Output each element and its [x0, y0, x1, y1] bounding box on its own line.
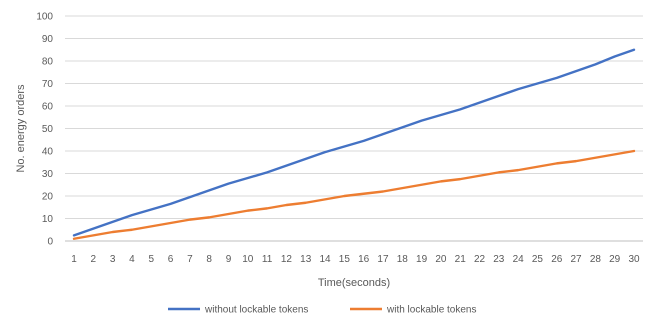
x-tick-label: 14: [319, 254, 331, 265]
x-tick-label: 15: [339, 254, 351, 265]
y-tick-label: 70: [42, 79, 54, 90]
x-tick-label: 29: [609, 254, 621, 265]
x-tick-label: 23: [493, 254, 505, 265]
x-tick-label: 18: [397, 254, 409, 265]
series-lines: [72, 48, 636, 240]
legend-label-2: with lockable tokens: [386, 305, 477, 316]
x-tick-label: 9: [226, 254, 232, 265]
y-tick-label: 0: [47, 237, 53, 248]
y-tick-label: 50: [42, 124, 54, 135]
y-tick-label: 60: [42, 102, 54, 113]
x-tick-label: 1: [71, 254, 77, 265]
x-tick-label: 8: [206, 254, 212, 265]
x-tick-label: 30: [628, 254, 640, 265]
y-axis-title: No. energy orders: [15, 84, 27, 173]
x-tick-label: 2: [91, 254, 97, 265]
y-tick-label: 90: [42, 34, 54, 45]
series-line-2: [72, 149, 636, 240]
x-tick-label: 10: [242, 254, 254, 265]
x-tick-label: 12: [281, 254, 293, 265]
y-tick-label: 40: [42, 147, 54, 158]
x-tick-label: 11: [262, 254, 273, 265]
x-tick-label: 19: [416, 254, 428, 265]
x-tick-label: 26: [551, 254, 563, 265]
y-tick-label: 80: [42, 57, 54, 68]
y-tick-label: 10: [42, 214, 54, 225]
x-tick-label: 17: [377, 254, 389, 265]
legend: without lockable tokens with lockable tok…: [168, 305, 477, 316]
y-tick-label: 20: [42, 192, 54, 203]
x-tick-label: 6: [168, 254, 174, 265]
y-tick-label: 100: [36, 12, 53, 23]
x-tick-label: 3: [110, 254, 116, 265]
x-tick-label: 27: [571, 254, 583, 265]
series-line-1: [72, 48, 636, 237]
x-tick-label: 24: [513, 254, 525, 265]
x-axis-title: Time(seconds): [318, 277, 390, 289]
legend-label-1: without lockable tokens: [204, 305, 308, 316]
x-axis-ticks: 1 2 3 4 5 6 7 8 9 10 11 12 13 14 15 16 17 18 19 20 21 22 23 24 2…: [71, 254, 640, 265]
x-tick-label: 20: [435, 254, 447, 265]
x-tick-label: 5: [148, 254, 154, 265]
y-axis-ticks: 0 10 20 30 40 50 60 70 80 90 100: [36, 12, 53, 248]
x-tick-label: 13: [300, 254, 312, 265]
x-tick-label: 25: [532, 254, 544, 265]
x-tick-label: 7: [187, 254, 193, 265]
x-tick-label: 4: [129, 254, 135, 265]
x-tick-label: 28: [590, 254, 602, 265]
x-tick-label: 16: [358, 254, 370, 265]
y-tick-label: 30: [42, 169, 54, 180]
gridlines: [65, 15, 643, 219]
x-tick-label: 21: [455, 254, 467, 265]
x-tick-label: 22: [474, 254, 486, 265]
